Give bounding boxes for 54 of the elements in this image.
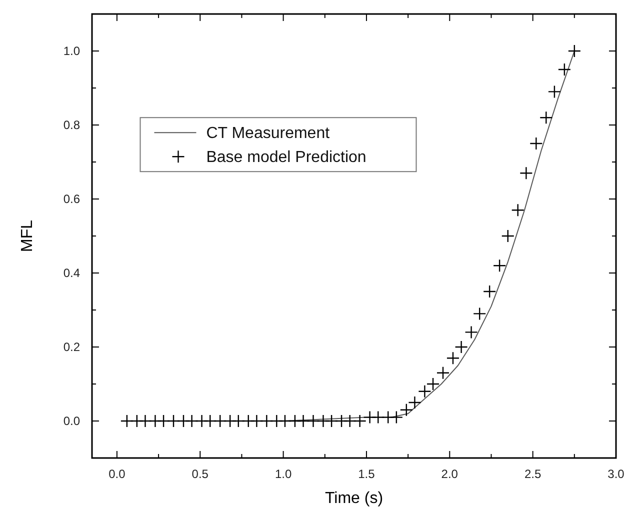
y-tick-label: 0.0: [63, 414, 80, 428]
y-tick-label: 1.0: [63, 44, 80, 58]
point: [372, 410, 385, 424]
point: [232, 414, 245, 428]
legend-label: CT Measurement: [206, 125, 330, 142]
point: [185, 414, 198, 428]
y-axis-title: MFL: [19, 220, 36, 252]
point: [400, 403, 413, 416]
point: [492, 259, 506, 272]
point: [558, 62, 572, 76]
point: [501, 229, 514, 243]
x-tick-label: 2.5: [524, 467, 542, 481]
y-tick-label: 0.8: [63, 118, 80, 132]
point: [204, 414, 217, 428]
point: [120, 414, 134, 428]
point: [436, 366, 450, 380]
x-tick-label: 2.0: [441, 467, 458, 481]
point: [511, 204, 524, 217]
point: [548, 85, 562, 98]
point: [213, 414, 227, 428]
point: [390, 410, 404, 424]
point: [418, 384, 432, 398]
point: [260, 414, 274, 428]
point: [530, 136, 543, 150]
point: [426, 377, 440, 391]
point: [296, 414, 310, 428]
point: [138, 414, 152, 428]
y-tick-label: 0.6: [63, 192, 80, 206]
point: [306, 414, 320, 428]
y-tick-label: 0.4: [63, 266, 80, 280]
point: [482, 284, 496, 298]
legend-label: Base model Prediction: [206, 149, 366, 166]
x-axis-title: Time (s): [324, 490, 384, 507]
point: [156, 414, 170, 428]
x-tick-label: 1.0: [274, 467, 292, 481]
y-tick-label: 0.2: [63, 340, 80, 354]
point: [250, 414, 264, 428]
point: [166, 414, 180, 428]
x-tick-label: 1.5: [358, 467, 376, 481]
point: [343, 414, 356, 428]
point: [568, 44, 582, 58]
point: [353, 414, 366, 428]
point: [324, 414, 338, 428]
point: [540, 111, 553, 124]
point: [472, 307, 486, 320]
point: [278, 414, 292, 428]
point: [446, 352, 460, 365]
point: [454, 340, 468, 354]
x-tick-label: 0.0: [108, 467, 126, 481]
point: [408, 396, 422, 410]
x-tick-label: 0.5: [192, 467, 209, 481]
point: [520, 166, 533, 180]
x-tick-label: 3.0: [608, 467, 625, 481]
point: [464, 326, 478, 339]
